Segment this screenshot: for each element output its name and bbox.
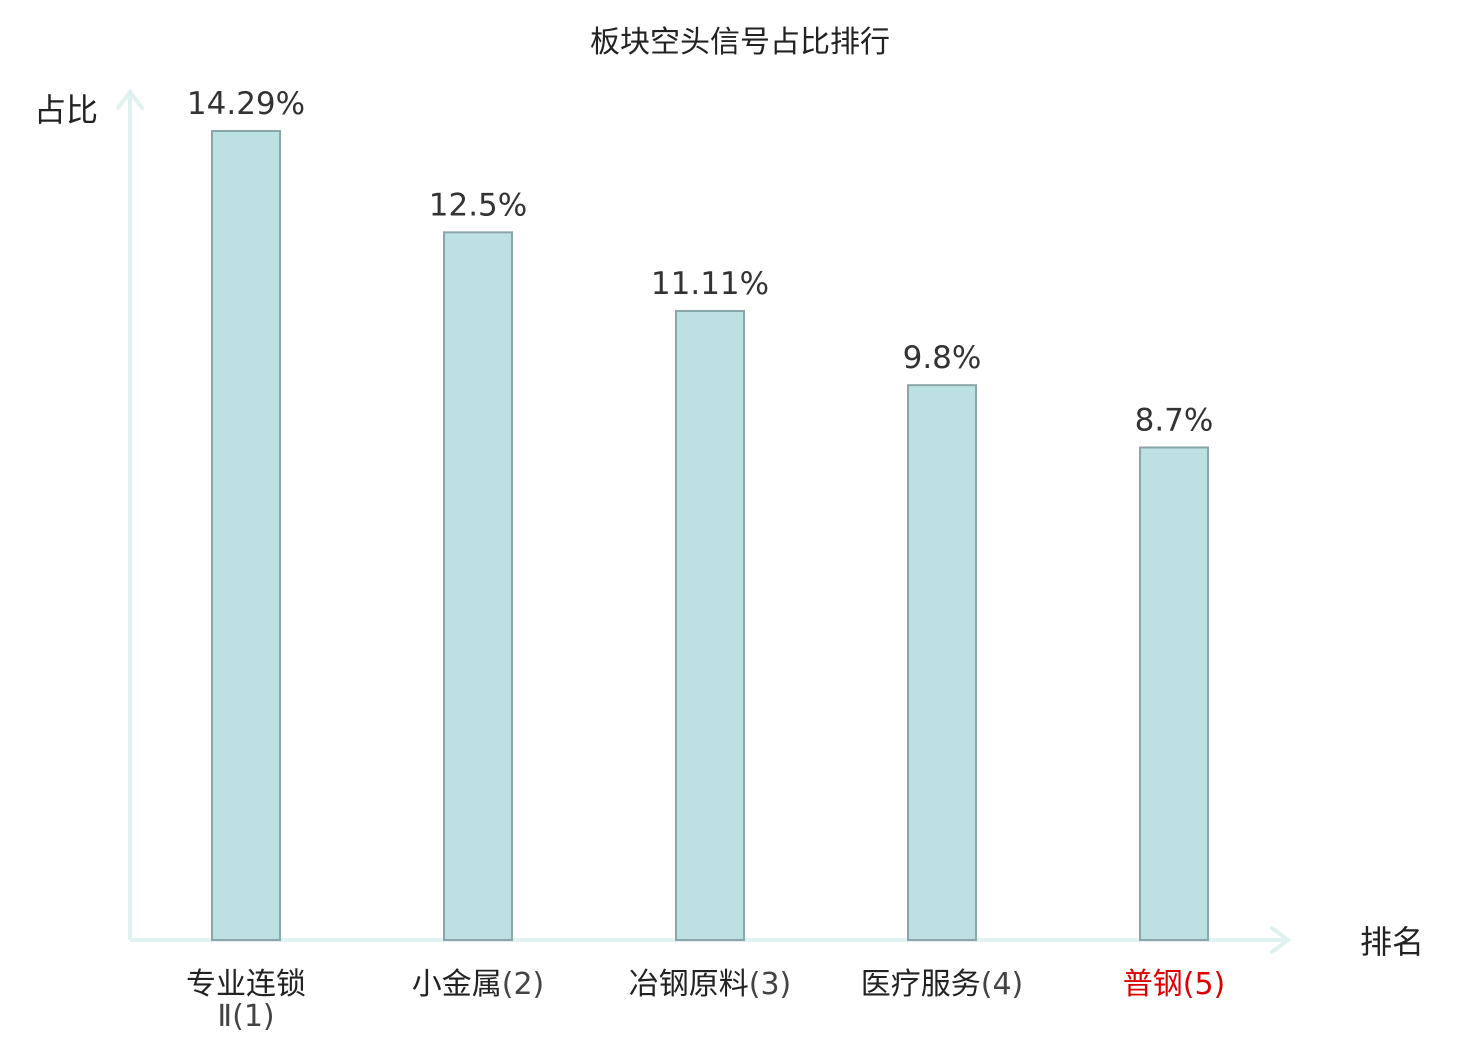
- chart-title: 板块空头信号占比排行: [590, 25, 890, 60]
- category-name-4: 医疗服务: [861, 967, 981, 1002]
- y-axis-arrow: [116, 88, 144, 110]
- bar-3: [675, 310, 745, 941]
- bar-5: [1139, 446, 1209, 941]
- category-label-1: 专业连锁: [186, 967, 306, 1002]
- x-axis-label: 排名: [1360, 923, 1424, 961]
- bars-group: [211, 130, 1209, 942]
- category-rank-2: (2): [502, 967, 545, 1002]
- category-name-2: 小金属: [412, 967, 502, 1002]
- y-axis-label: 占比: [34, 91, 98, 129]
- category-name-3: 冶钢原料: [629, 967, 749, 1002]
- category-name-5: 普钢: [1123, 967, 1183, 1002]
- bar-1: [211, 130, 281, 941]
- bar-2: [443, 231, 513, 942]
- bar-4: [907, 384, 977, 941]
- category-label-line2-1: Ⅱ(1): [217, 999, 274, 1034]
- category-rank-3: (3): [749, 967, 792, 1002]
- value-label-4: 9.8%: [903, 340, 982, 376]
- category-label-4: 医疗服务(4): [861, 967, 1024, 1002]
- value-label-3: 11.11%: [651, 266, 769, 302]
- category-rank-4: (4): [981, 967, 1024, 1002]
- value-labels-group: 14.29% 12.5% 11.11% 9.8% 8.7%: [187, 86, 1213, 438]
- category-name-line2-1: Ⅱ: [217, 999, 232, 1034]
- value-label-1: 14.29%: [187, 86, 305, 122]
- category-name-1: 专业连锁: [186, 967, 306, 1002]
- category-rank-1: (1): [232, 999, 275, 1034]
- value-label-2: 12.5%: [429, 187, 527, 223]
- category-label-2: 小金属(2): [412, 967, 545, 1002]
- category-rank-5: (5): [1183, 967, 1226, 1002]
- category-label-5: 普钢(5): [1123, 967, 1226, 1002]
- x-axis-arrow: [1270, 926, 1292, 954]
- value-label-5: 8.7%: [1135, 402, 1214, 438]
- category-label-3: 冶钢原料(3): [629, 967, 792, 1002]
